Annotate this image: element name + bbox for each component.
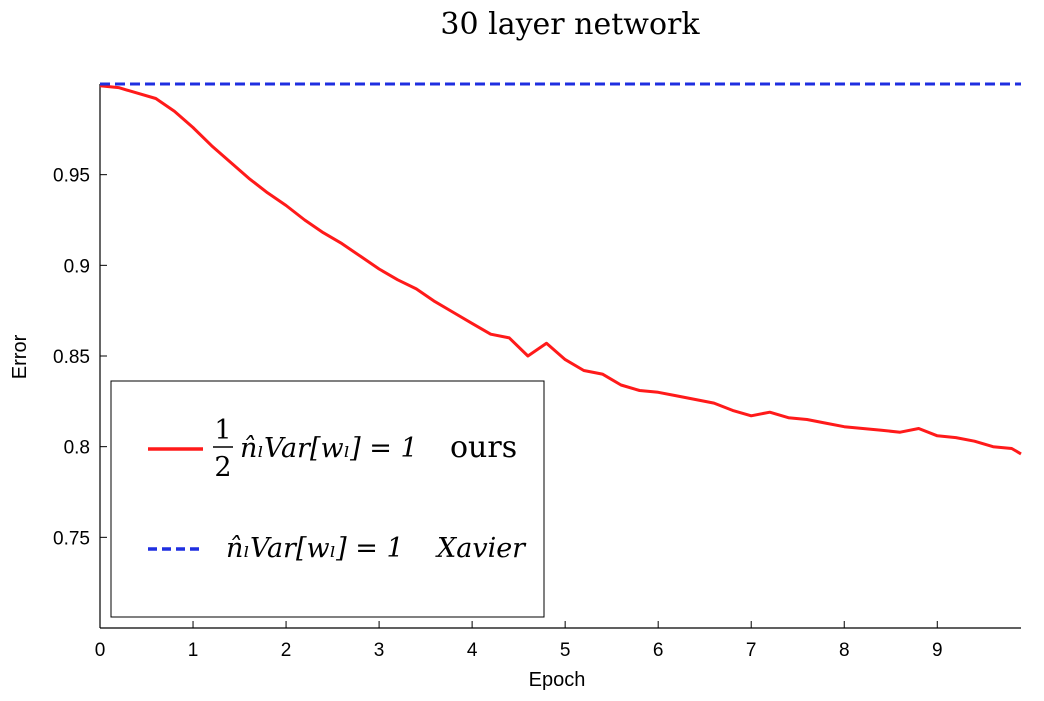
legend: 1 2 n̂ₗVar[wₗ] = 1 ours n̂ₗVar[wₗ] = 1 X… [110,380,545,618]
x-tick-label: 7 [746,640,757,661]
x-ticks: 0 1 2 3 4 5 6 7 8 9 [95,621,943,661]
legend-tag-xavier: Xavier [435,533,527,564]
y-ticks: 0.75 0.8 0.85 0.9 0.95 [53,166,107,549]
x-tick-label: 2 [281,640,292,661]
legend-box [110,380,545,618]
chart-title: 30 layer network [440,7,700,42]
y-tick-label: 0.9 [64,256,90,277]
x-tick-label: 8 [839,640,850,661]
series-line-ours [99,84,1022,456]
y-axis-label: Error [9,334,31,379]
y-tick-label: 0.85 [53,347,90,368]
y-tick-label: 0.95 [53,166,90,187]
x-tick-label: 3 [374,640,385,661]
y-tick-label: 0.8 [64,438,90,459]
series-layer [99,82,1022,456]
y-tick-label: 0.75 [53,528,90,549]
x-tick-label: 1 [188,640,199,661]
legend-expression-xavier: n̂ₗVar[wₗ] = 1 [226,533,404,564]
legend-tag-ours: ours [450,430,517,465]
legend-fraction-numerator: 1 [214,415,231,446]
x-tick-label: 5 [560,640,571,661]
plot-area: 0 1 2 3 4 5 6 7 8 9 0.75 0.8 0.85 0.9 0.95 [53,82,1022,661]
legend-expression-ours: n̂ₗVar[wₗ] = 1 [240,433,418,464]
x-tick-label: 9 [932,640,943,661]
legend-fraction-denominator: 2 [214,452,231,483]
x-tick-label: 6 [653,640,664,661]
x-tick-label: 4 [467,640,478,661]
x-tick-label: 0 [95,640,106,661]
x-axis-label: Epoch [529,669,586,691]
